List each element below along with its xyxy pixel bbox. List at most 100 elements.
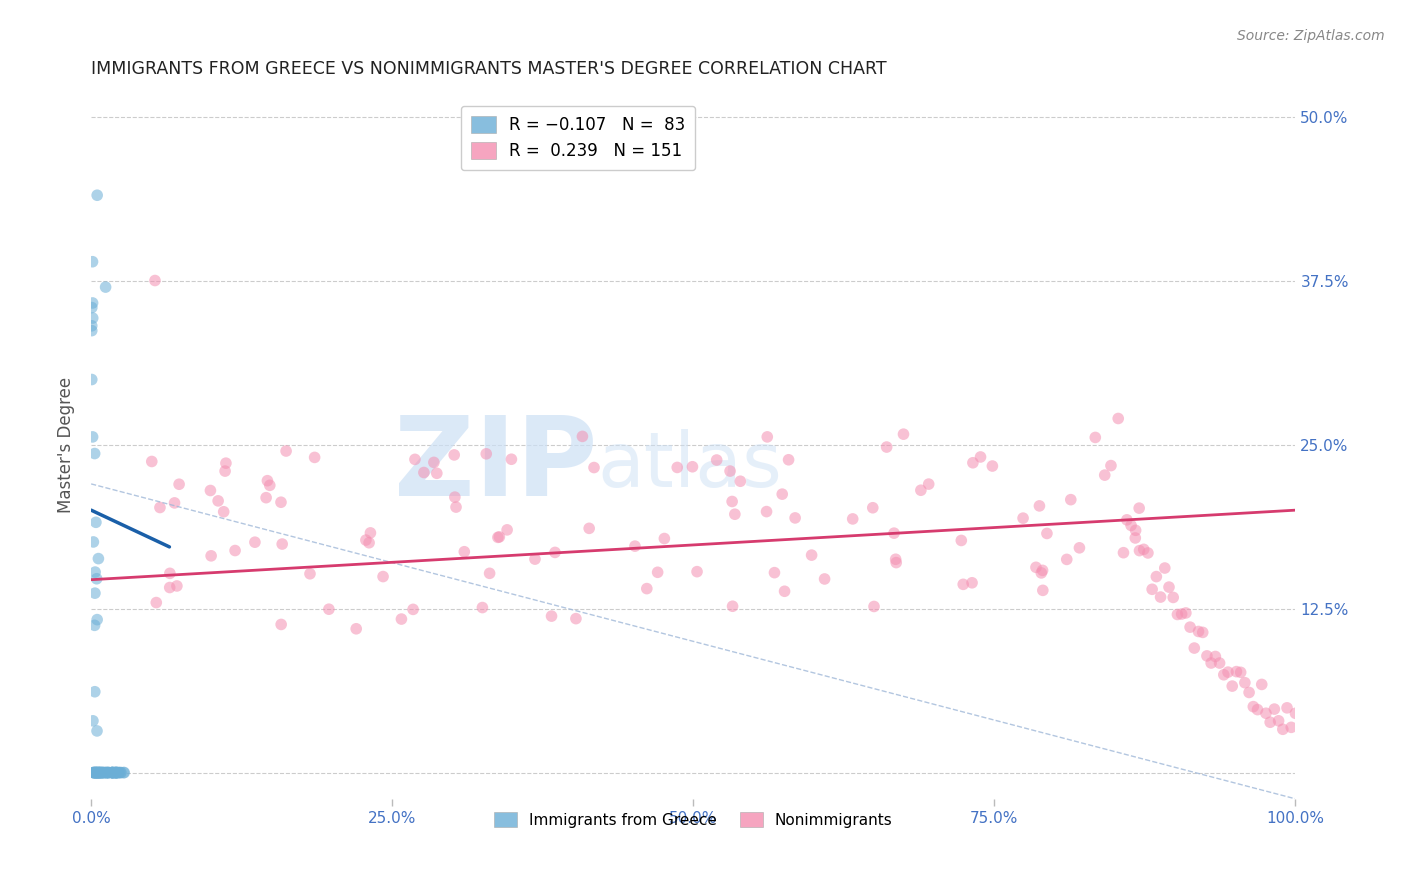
Point [89, 765, 111, 780]
Point [404, 452, 426, 467]
Point [83, 765, 105, 780]
Point [785, 511, 807, 525]
Point [97, 765, 120, 780]
Point [84, 765, 107, 780]
Point [86, 765, 108, 780]
Point [84, 765, 107, 780]
Point [444, 500, 467, 514]
Point [1032, 563, 1054, 577]
Point [94, 765, 117, 780]
Point [444, 490, 467, 504]
Point [105, 765, 128, 780]
Text: IMMIGRANTS FROM GREECE VS NONIMMIGRANTS MASTER'S DEGREE CORRELATION CHART: IMMIGRANTS FROM GREECE VS NONIMMIGRANTS … [91, 60, 887, 78]
Point [82, 311, 104, 326]
Point [86, 613, 108, 627]
Point [1208, 656, 1230, 670]
Point [101, 765, 124, 780]
Point [97, 765, 120, 780]
Point [214, 464, 236, 478]
Point [90, 765, 112, 780]
Point [86, 765, 108, 780]
Point [800, 548, 823, 562]
Point [107, 765, 129, 780]
Point [89, 765, 111, 780]
Point [259, 478, 281, 492]
Point [84, 565, 107, 579]
Point [1250, 677, 1272, 691]
Point [270, 495, 292, 509]
Point [544, 545, 567, 559]
Point [686, 565, 709, 579]
Point [97, 765, 120, 780]
Point [1060, 492, 1083, 507]
Point [104, 765, 127, 780]
Point [773, 584, 796, 599]
Point [1275, 701, 1298, 715]
Point [84, 765, 107, 780]
Point [1012, 511, 1035, 525]
Legend: Immigrants from Greece, Nonimmigrants: Immigrants from Greece, Nonimmigrants [488, 805, 898, 834]
Point [523, 552, 546, 566]
Point [359, 525, 381, 540]
Point [83, 765, 105, 780]
Point [270, 617, 292, 632]
Point [107, 765, 129, 780]
Point [1149, 590, 1171, 604]
Point [80, 372, 103, 386]
Point [224, 543, 246, 558]
Point [145, 596, 167, 610]
Point [1195, 648, 1218, 663]
Point [1229, 665, 1251, 680]
Point [1132, 542, 1154, 557]
Point [359, 535, 381, 549]
Point [721, 494, 744, 508]
Point [94, 280, 117, 294]
Point [582, 460, 605, 475]
Point [636, 582, 658, 596]
Point [101, 765, 124, 780]
Point [1204, 649, 1226, 664]
Point [101, 765, 124, 780]
Point [960, 575, 983, 590]
Point [82, 535, 104, 549]
Point [1032, 583, 1054, 598]
Point [950, 533, 973, 548]
Point [159, 566, 181, 581]
Point [1267, 714, 1289, 728]
Point [770, 487, 793, 501]
Point [952, 577, 974, 591]
Point [83, 765, 105, 780]
Point [654, 532, 676, 546]
Text: Source: ZipAtlas.com: Source: ZipAtlas.com [1237, 29, 1385, 43]
Point [318, 602, 340, 616]
Point [93, 765, 115, 780]
Point [103, 765, 125, 780]
Point [1094, 468, 1116, 483]
Point [105, 765, 128, 780]
Point [496, 523, 519, 537]
Point [80, 324, 103, 338]
Point [104, 765, 127, 780]
Point [96, 765, 118, 780]
Point [1258, 715, 1281, 730]
Point [486, 530, 509, 544]
Point [84, 586, 107, 600]
Point [101, 765, 124, 780]
Point [778, 452, 800, 467]
Point [87, 765, 110, 780]
Point [87, 765, 110, 780]
Point [200, 549, 222, 563]
Point [112, 765, 135, 780]
Point [91, 765, 114, 780]
Point [1225, 665, 1247, 679]
Point [1036, 526, 1059, 541]
Point [90, 765, 112, 780]
Point [82, 430, 104, 444]
Point [80, 318, 103, 333]
Point [453, 545, 475, 559]
Point [501, 452, 523, 467]
Point [271, 537, 294, 551]
Point [578, 521, 600, 535]
Point [1099, 458, 1122, 473]
Point [149, 500, 172, 515]
